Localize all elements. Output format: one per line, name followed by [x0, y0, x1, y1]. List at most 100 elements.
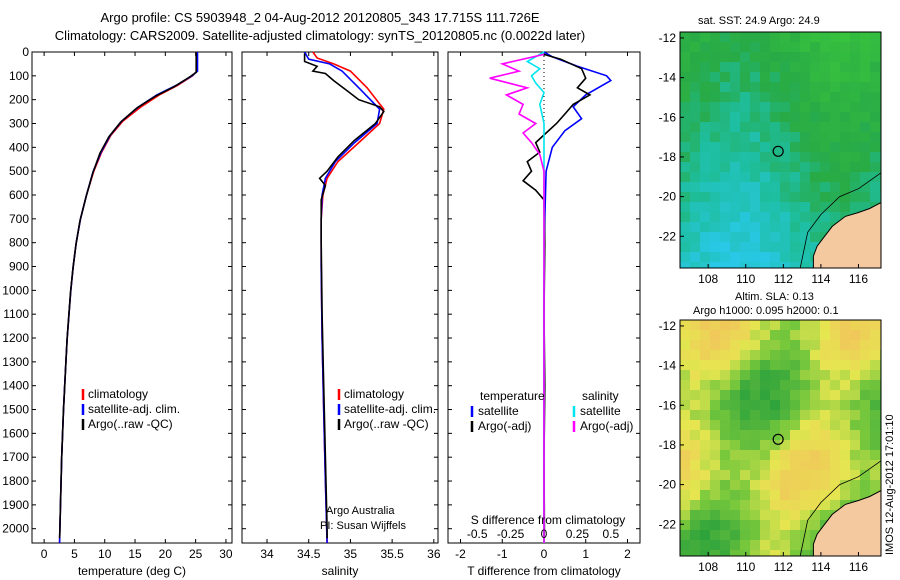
- sst-map-cell: [750, 82, 760, 92]
- sla-map-ytick-label: -20: [659, 478, 677, 492]
- sst-map-cell: [750, 152, 760, 162]
- sst-map-cell: [790, 252, 800, 262]
- sla-map-cell: [720, 550, 730, 556]
- sst-map-cell: [840, 92, 850, 102]
- sst-map-cell: [700, 92, 710, 102]
- sla-map-cell: [830, 450, 840, 460]
- sst-map-cell: [810, 192, 820, 202]
- sla-map-cell: [690, 540, 700, 550]
- sst-map-cell: [740, 42, 750, 52]
- sla-map-cell: [820, 430, 830, 440]
- sla-map-cell: [690, 510, 700, 520]
- sla-map-cell: [820, 380, 830, 390]
- sla-map-cell: [730, 370, 740, 380]
- sst-map-cell: [750, 162, 760, 172]
- sla-map-cell: [860, 320, 870, 330]
- sla-map-cell: [860, 370, 870, 380]
- sla-map-cell: [760, 550, 770, 556]
- sst-map-cell: [820, 152, 830, 162]
- sla-map-cell: [680, 490, 690, 500]
- sst-map-cell: [820, 92, 830, 102]
- sla-map-cell: [740, 400, 750, 410]
- sst-map-cell: [690, 262, 700, 268]
- sla-map-cell: [850, 330, 860, 340]
- sst-map-cell: [770, 172, 780, 182]
- sst-map-cell: [770, 262, 780, 268]
- sla-map-cell: [690, 380, 700, 390]
- sla-map-cell: [750, 470, 760, 480]
- sla-map-cell: [740, 530, 750, 540]
- sla-map-cell: [780, 420, 790, 430]
- sst-map-cell: [790, 32, 800, 42]
- sla-map-cell: [720, 510, 730, 520]
- sst-map-cell: [710, 102, 720, 112]
- sla-map-cell: [680, 500, 690, 510]
- sla-map-cell: [760, 410, 770, 420]
- sst-map-cell: [800, 152, 810, 162]
- sla-map-cell: [770, 460, 780, 470]
- sla-map-cell: [840, 340, 850, 350]
- sla-map-cell: [790, 520, 800, 530]
- sla-map-cell: [870, 340, 880, 350]
- sst-map-cell: [760, 232, 770, 242]
- sst-map-cell: [850, 132, 860, 142]
- sst-map-cell: [700, 122, 710, 132]
- sst-map-cell: [740, 82, 750, 92]
- sst-map-cell: [680, 32, 690, 42]
- sst-map-cell: [750, 252, 760, 262]
- sla-map-cell: [850, 360, 860, 370]
- diff-s-tick-label: -0.25: [497, 527, 525, 541]
- sla-map-cell: [830, 390, 840, 400]
- sla-map-cell: [860, 410, 870, 420]
- sla-map-cell: [840, 480, 850, 490]
- depth-tick-label: 1900: [2, 498, 29, 512]
- sla-map-cell: [740, 350, 750, 360]
- sla-map-cell: [800, 510, 810, 520]
- sst-map-cell: [760, 102, 770, 112]
- sla-map-cell: [730, 430, 740, 440]
- sla-map-cell: [800, 370, 810, 380]
- sla-map-cell: [840, 380, 850, 390]
- sla-map-cell: [690, 440, 700, 450]
- sst-map-cell: [730, 92, 740, 102]
- sla-map-cell: [680, 360, 690, 370]
- sla-map-cell: [830, 490, 840, 500]
- sst-map-cell: [680, 242, 690, 252]
- sst-map-cell: [680, 162, 690, 172]
- sst-map-cell: [800, 182, 810, 192]
- sla-map-cell: [850, 350, 860, 360]
- sla-map-cell: [680, 520, 690, 530]
- sla-map-cell: [780, 530, 790, 540]
- sla-map-cell: [770, 340, 780, 350]
- sla-map-cell: [800, 540, 810, 550]
- sla-map-cell: [830, 460, 840, 470]
- sla-map-cell: [810, 390, 820, 400]
- sla-map-cell: [710, 550, 720, 556]
- depth-tick-label: 100: [9, 69, 29, 83]
- sst-map-ytick-label: -20: [659, 190, 677, 204]
- sla-map-cell: [720, 460, 730, 470]
- sla-map-cell: [690, 390, 700, 400]
- sla-map-cell: [790, 470, 800, 480]
- sla-map-cell: [750, 520, 760, 530]
- sst-map-cell: [770, 252, 780, 262]
- sla-map-cell: [740, 390, 750, 400]
- sla-map-cell: [790, 390, 800, 400]
- sst-map-ytick-label: -18: [659, 150, 677, 164]
- sla-map-cell: [740, 500, 750, 510]
- sla-map-cell: [760, 490, 770, 500]
- sst-map-cell: [700, 232, 710, 242]
- sla-map-cell: [860, 330, 870, 340]
- sla-map-cell: [790, 360, 800, 370]
- sst-map-cell: [800, 62, 810, 72]
- sst-map-cell: [860, 72, 870, 82]
- sla-map-cell: [730, 460, 740, 470]
- sst-map-cell: [710, 212, 720, 222]
- diff-legend-label: satellite: [580, 404, 621, 418]
- sst-map-cell: [810, 32, 820, 42]
- sst-map-cell: [810, 42, 820, 52]
- sla-map-cell: [710, 330, 720, 340]
- sla-map-cell: [780, 340, 790, 350]
- sst-map-cell: [730, 112, 740, 122]
